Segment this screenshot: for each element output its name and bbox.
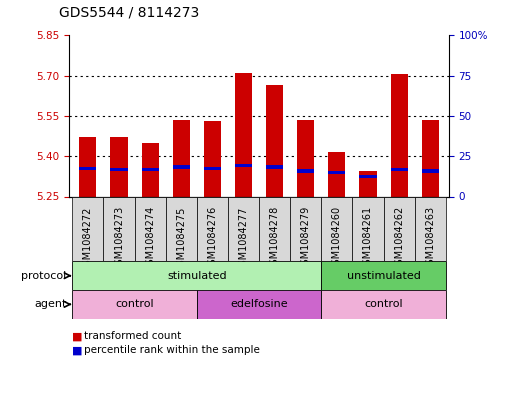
FancyBboxPatch shape [259, 196, 290, 261]
Text: GDS5544 / 8114273: GDS5544 / 8114273 [59, 6, 199, 20]
FancyBboxPatch shape [166, 196, 197, 261]
FancyBboxPatch shape [352, 196, 384, 261]
Bar [173, 120, 190, 196]
Text: unstimulated: unstimulated [347, 271, 421, 281]
FancyBboxPatch shape [104, 196, 134, 261]
FancyBboxPatch shape [321, 290, 446, 319]
Text: transformed count: transformed count [84, 331, 181, 342]
Bar [360, 174, 377, 178]
Text: ■: ■ [72, 331, 82, 342]
Text: control: control [364, 299, 403, 309]
Text: agent: agent [34, 299, 67, 309]
FancyBboxPatch shape [134, 196, 166, 261]
Bar [204, 121, 221, 196]
Text: GSM1084277: GSM1084277 [239, 206, 248, 272]
Text: GSM1084273: GSM1084273 [114, 206, 124, 272]
FancyBboxPatch shape [415, 196, 446, 261]
FancyBboxPatch shape [321, 261, 446, 290]
FancyBboxPatch shape [290, 196, 321, 261]
FancyBboxPatch shape [228, 196, 259, 261]
Bar [235, 73, 252, 196]
Text: GSM1084276: GSM1084276 [207, 206, 218, 272]
Text: control: control [115, 299, 154, 309]
Text: GSM1084278: GSM1084278 [270, 206, 280, 272]
FancyBboxPatch shape [321, 196, 352, 261]
Bar [390, 74, 408, 196]
Text: GSM1084275: GSM1084275 [176, 206, 186, 272]
Bar [235, 164, 252, 167]
Bar [266, 165, 283, 169]
Text: GSM1084279: GSM1084279 [301, 206, 311, 272]
Text: GSM1084262: GSM1084262 [394, 206, 404, 272]
Bar [173, 165, 190, 169]
Bar [297, 120, 314, 196]
Text: edelfosine: edelfosine [230, 299, 288, 309]
Bar [110, 168, 128, 171]
Bar [360, 171, 377, 196]
Text: percentile rank within the sample: percentile rank within the sample [84, 345, 260, 355]
FancyBboxPatch shape [72, 196, 104, 261]
Bar [204, 167, 221, 170]
Text: GSM1084261: GSM1084261 [363, 206, 373, 271]
Bar [390, 168, 408, 171]
Bar [80, 167, 96, 170]
Bar [328, 171, 345, 174]
Bar [266, 85, 283, 196]
FancyBboxPatch shape [197, 196, 228, 261]
FancyBboxPatch shape [384, 196, 415, 261]
Bar [142, 143, 159, 196]
Bar [328, 152, 345, 196]
Bar [110, 138, 128, 196]
Text: ■: ■ [72, 345, 82, 355]
Bar [80, 138, 96, 196]
Bar [422, 120, 439, 196]
Text: stimulated: stimulated [167, 271, 227, 281]
Text: GSM1084260: GSM1084260 [332, 206, 342, 271]
Bar [297, 169, 314, 173]
Text: GSM1084272: GSM1084272 [83, 206, 93, 272]
Text: protocol: protocol [22, 271, 67, 281]
Bar [422, 169, 439, 173]
Text: GSM1084263: GSM1084263 [425, 206, 435, 271]
FancyBboxPatch shape [72, 290, 197, 319]
Bar [142, 168, 159, 171]
FancyBboxPatch shape [197, 290, 321, 319]
FancyBboxPatch shape [72, 261, 321, 290]
Text: GSM1084274: GSM1084274 [145, 206, 155, 272]
